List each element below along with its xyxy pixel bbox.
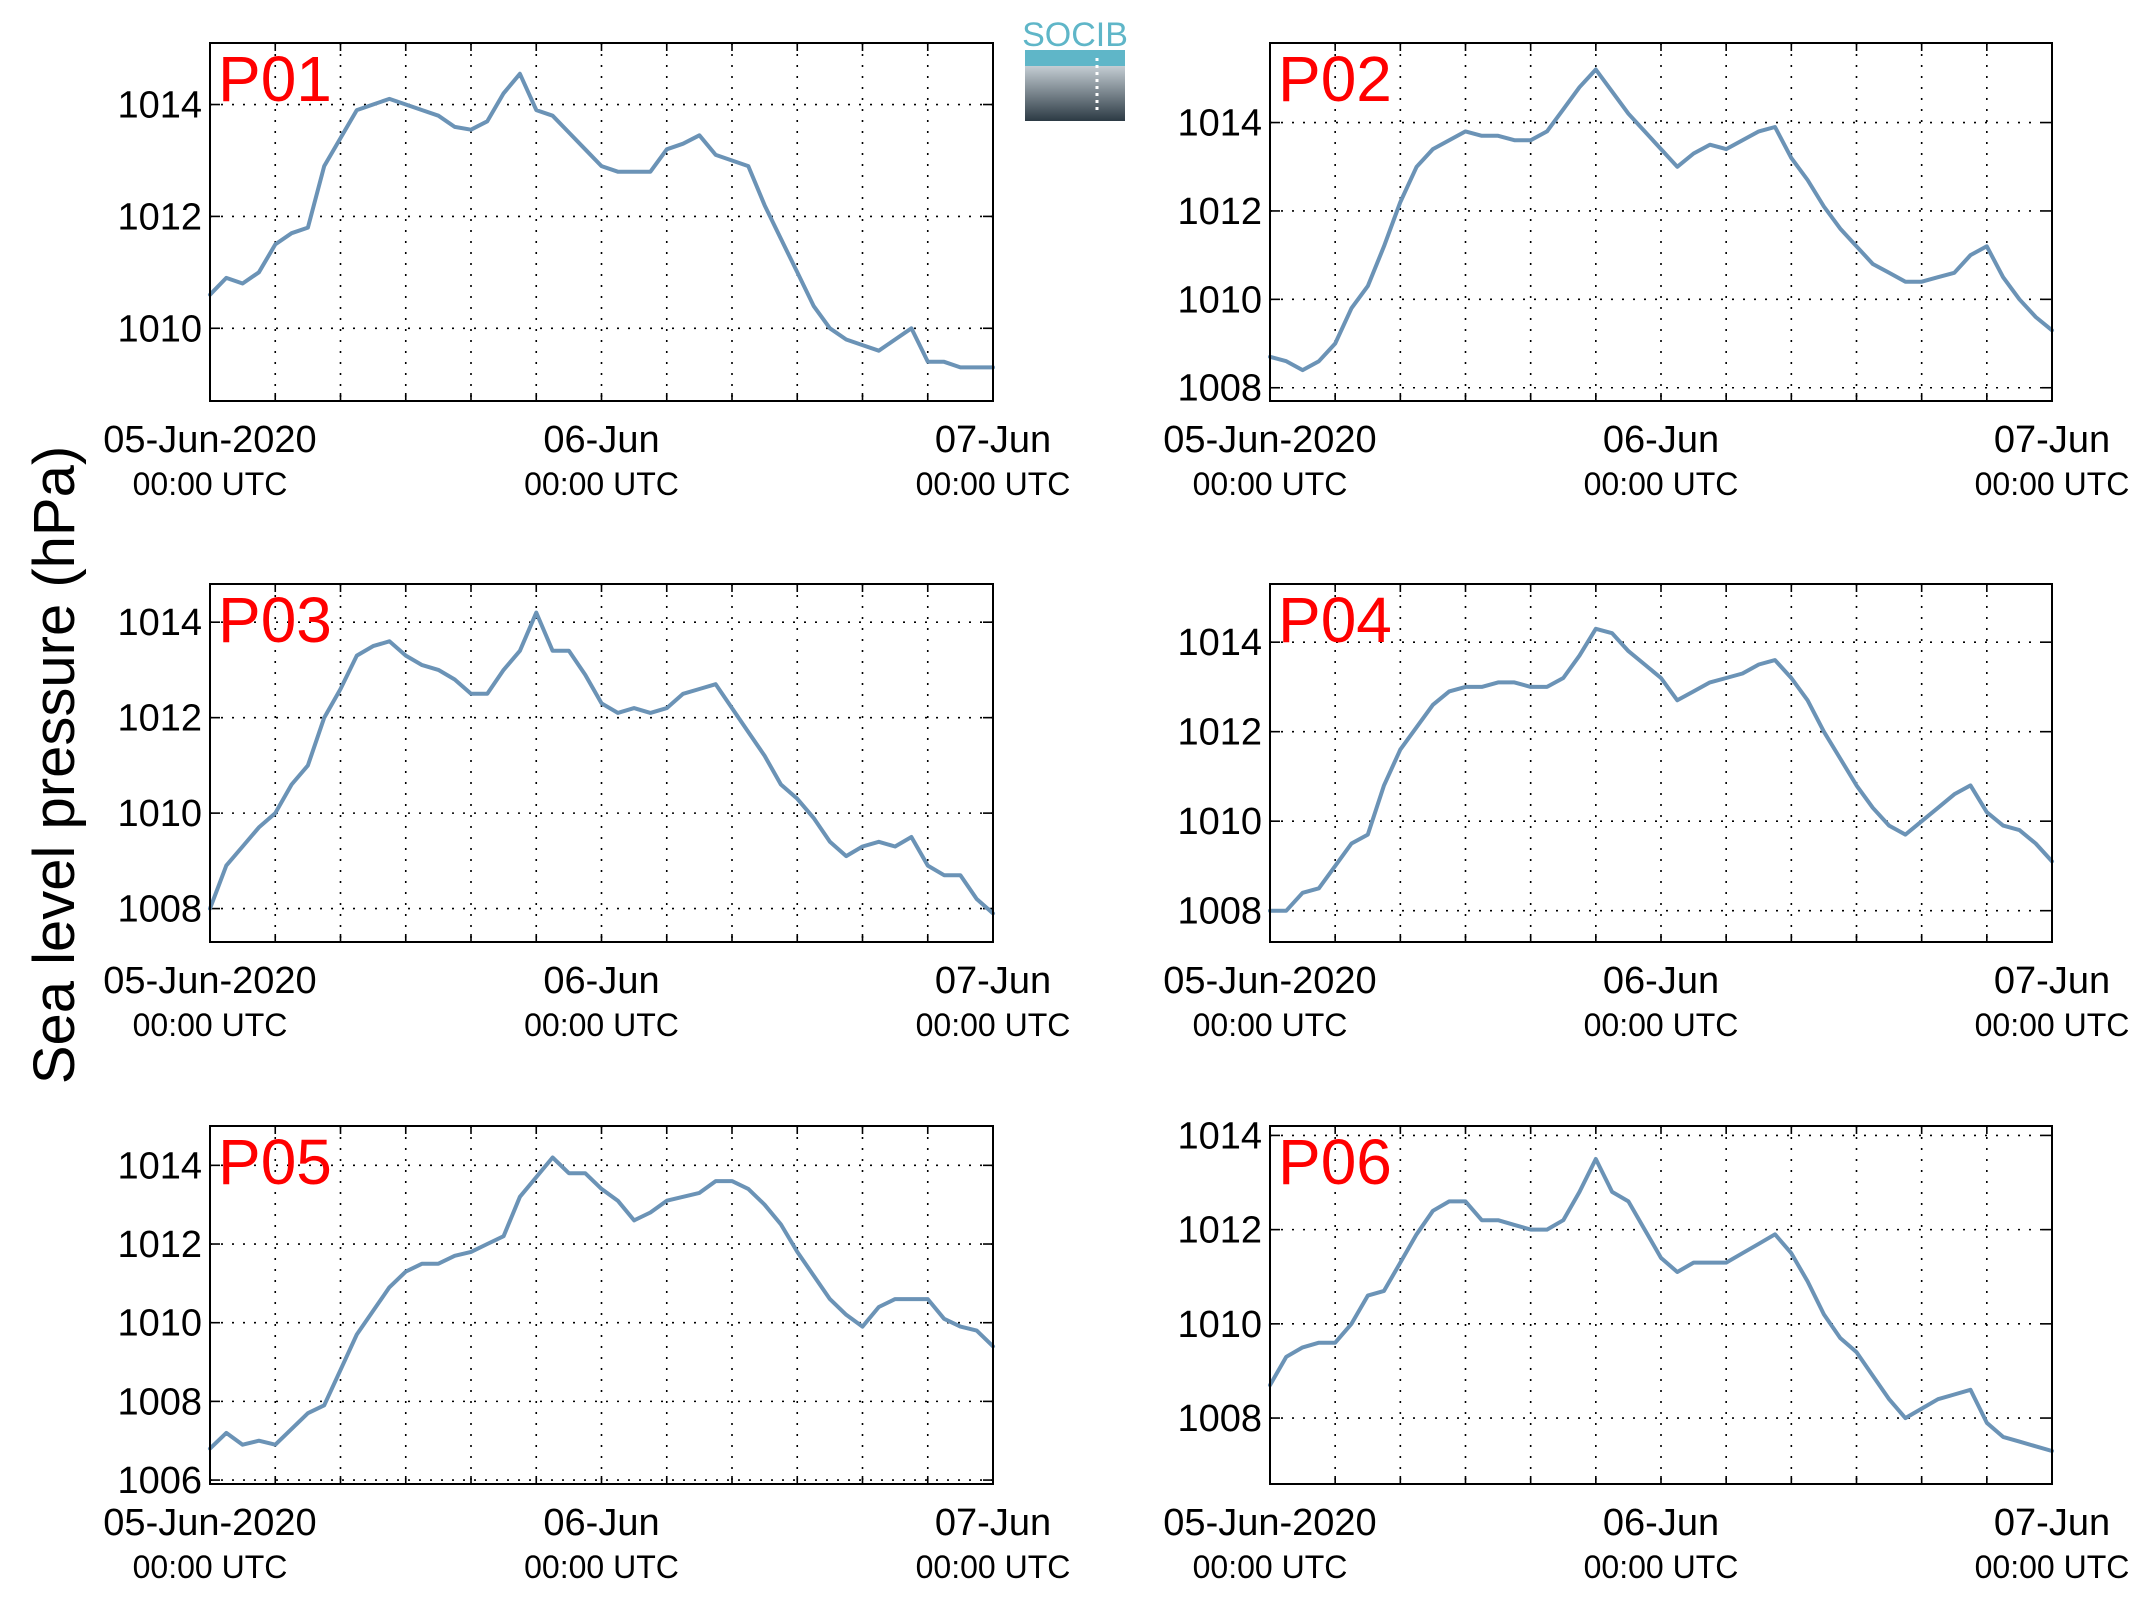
plot-frame bbox=[1269, 583, 2053, 943]
x-tick-sublabel: 00:00 UTC bbox=[916, 1007, 1071, 1043]
panel-label: P04 bbox=[1278, 584, 1392, 656]
x-tick-label: 05-Jun-2020 bbox=[1163, 419, 1376, 461]
panel-p03: 1008 1010 1012 1014 05-Jun-2020 00:00 UTC 06-J… bbox=[103, 583, 1071, 1043]
x-tick-label: 07-Jun bbox=[1994, 1502, 2110, 1544]
x-tick-sublabel: 00:00 UTC bbox=[1975, 1549, 2130, 1585]
logo-text: SOCIB bbox=[1022, 16, 1128, 54]
plot-frame bbox=[209, 1125, 994, 1485]
x-tick-label: 05-Jun-2020 bbox=[103, 1502, 316, 1544]
plot-frame bbox=[1269, 42, 2053, 402]
plot-frame bbox=[1269, 1125, 2053, 1485]
y-tick-label: 1014 bbox=[1177, 103, 1262, 145]
y-tick-label: 1014 bbox=[117, 1145, 202, 1187]
x-tick-label: 06-Jun bbox=[543, 1502, 659, 1544]
plot-frame bbox=[209, 42, 994, 402]
y-tick-label: 1008 bbox=[1177, 891, 1262, 933]
y-tick-label: 1014 bbox=[117, 602, 202, 644]
x-tick-sublabel: 00:00 UTC bbox=[1975, 1007, 2130, 1043]
x-tick-sublabel: 00:00 UTC bbox=[1193, 1007, 1348, 1043]
series-line bbox=[1268, 67, 2054, 373]
logo-wave-band bbox=[1025, 50, 1125, 68]
x-tick-sublabel: 00:00 UTC bbox=[1193, 1549, 1348, 1585]
x-tick-label: 05-Jun-2020 bbox=[1163, 960, 1376, 1002]
x-tick-label: 07-Jun bbox=[935, 960, 1051, 1002]
y-tick-label: 1012 bbox=[117, 196, 202, 238]
y-tick-label: 1008 bbox=[1177, 1398, 1262, 1440]
panel-label: P03 bbox=[218, 584, 332, 656]
panel-label: P05 bbox=[218, 1126, 332, 1198]
x-tick-sublabel: 00:00 UTC bbox=[1975, 466, 2130, 502]
y-tick-label: 1014 bbox=[1177, 1115, 1262, 1157]
y-tick-label: 1012 bbox=[117, 1224, 202, 1266]
x-tick-sublabel: 00:00 UTC bbox=[1193, 466, 1348, 502]
y-axis-label: Sea level pressure (hPa) bbox=[22, 446, 87, 1084]
y-tick-label: 1010 bbox=[117, 1303, 202, 1345]
y-tick-label: 1006 bbox=[117, 1460, 202, 1502]
panel-label: P02 bbox=[1278, 43, 1392, 115]
x-tick-sublabel: 00:00 UTC bbox=[133, 466, 288, 502]
x-tick-label: 07-Jun bbox=[935, 1502, 1051, 1544]
x-tick-sublabel: 00:00 UTC bbox=[133, 1007, 288, 1043]
y-tick-label: 1008 bbox=[1177, 368, 1262, 410]
y-tick-label: 1014 bbox=[1177, 622, 1262, 664]
y-tick-label: 1008 bbox=[117, 1381, 202, 1423]
y-tick-label: 1014 bbox=[117, 85, 202, 127]
x-tick-sublabel: 00:00 UTC bbox=[1584, 1549, 1739, 1585]
panel-p06: 1008 1010 1012 1014 05-Jun-2020 00:00 UTC 06-J… bbox=[1163, 1115, 2129, 1585]
x-tick-label: 06-Jun bbox=[543, 960, 659, 1002]
panel-label: P01 bbox=[218, 43, 332, 115]
panel-p01: 1010 1012 1014 05-Jun-2020 00:00 UTC 06-Jun 00… bbox=[103, 42, 1071, 502]
x-tick-label: 07-Jun bbox=[935, 419, 1051, 461]
x-tick-label: 07-Jun bbox=[1994, 960, 2110, 1002]
x-tick-label: 07-Jun bbox=[1994, 419, 2110, 461]
x-tick-sublabel: 00:00 UTC bbox=[133, 1549, 288, 1585]
series-line bbox=[1268, 626, 2054, 913]
x-tick-label: 06-Jun bbox=[1603, 960, 1719, 1002]
x-tick-label: 05-Jun-2020 bbox=[103, 960, 316, 1002]
y-tick-label: 1012 bbox=[1177, 1210, 1262, 1252]
panel-label: P06 bbox=[1278, 1126, 1392, 1198]
y-tick-label: 1012 bbox=[1177, 191, 1262, 233]
x-tick-sublabel: 00:00 UTC bbox=[916, 1549, 1071, 1585]
x-tick-label: 06-Jun bbox=[1603, 419, 1719, 461]
panel-p05: 1006 1008 1010 1012 1014 05-Jun-2020 00:00 UTC… bbox=[103, 1125, 1071, 1585]
panel-p02: 1008 1010 1012 1014 05-Jun-2020 00:00 UTC 06-J… bbox=[1163, 42, 2130, 502]
panels: 1010 1012 1014 05-Jun-2020 00:00 UTC 06-Jun 00… bbox=[103, 42, 2130, 1585]
series-line bbox=[1268, 1157, 2054, 1453]
y-tick-label: 1010 bbox=[1177, 279, 1262, 321]
x-tick-sublabel: 00:00 UTC bbox=[524, 466, 679, 502]
series-line bbox=[208, 610, 995, 916]
x-tick-label: 05-Jun-2020 bbox=[1163, 1502, 1376, 1544]
logo-box bbox=[1025, 66, 1125, 121]
y-tick-label: 1010 bbox=[117, 793, 202, 835]
y-tick-label: 1010 bbox=[117, 308, 202, 350]
series-line bbox=[208, 1155, 995, 1451]
x-tick-label: 05-Jun-2020 bbox=[103, 419, 316, 461]
y-tick-label: 1010 bbox=[1177, 801, 1262, 843]
panel-p04: 1008 1010 1012 1014 05-Jun-2020 00:00 UTC 06-J… bbox=[1163, 583, 2130, 1043]
y-tick-label: 1008 bbox=[117, 889, 202, 931]
x-tick-sublabel: 00:00 UTC bbox=[916, 466, 1071, 502]
y-tick-label: 1012 bbox=[117, 698, 202, 740]
socib-logo: SOCIB bbox=[1022, 16, 1128, 121]
x-tick-label: 06-Jun bbox=[1603, 1502, 1719, 1544]
x-tick-sublabel: 00:00 UTC bbox=[1584, 1007, 1739, 1043]
y-tick-label: 1012 bbox=[1177, 712, 1262, 754]
x-tick-sublabel: 00:00 UTC bbox=[1584, 466, 1739, 502]
series-line bbox=[208, 71, 995, 370]
y-tick-label: 1010 bbox=[1177, 1304, 1262, 1346]
x-tick-sublabel: 00:00 UTC bbox=[524, 1549, 679, 1585]
x-tick-sublabel: 00:00 UTC bbox=[524, 1007, 679, 1043]
x-tick-label: 06-Jun bbox=[543, 419, 659, 461]
plot-frame bbox=[209, 583, 994, 943]
